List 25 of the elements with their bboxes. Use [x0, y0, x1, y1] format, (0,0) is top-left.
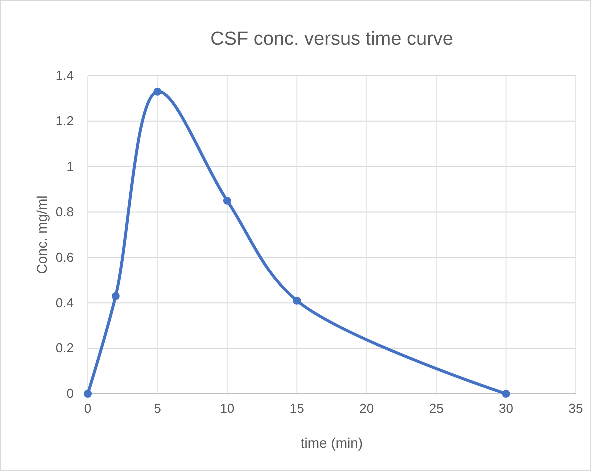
y-tick-label: 1 — [66, 159, 74, 174]
x-tick-label: 15 — [290, 401, 304, 416]
y-tick-label: 0.2 — [56, 340, 74, 356]
x-tick-label: 20 — [360, 401, 374, 416]
point — [293, 296, 302, 305]
x-tick-label: 0 — [84, 401, 92, 416]
x-axis-title: time (min) — [300, 435, 364, 451]
x-tick-label: 10 — [220, 401, 235, 416]
chart-title: CSF conc. versus time curve — [210, 29, 454, 50]
point — [154, 88, 162, 96]
x-tick-label: 5 — [154, 401, 162, 416]
y-tick-label: 0.4 — [56, 295, 74, 310]
x-tick-label: 25 — [429, 401, 444, 416]
point — [223, 196, 232, 205]
point — [112, 292, 120, 300]
x-tick-label: 30 — [499, 401, 514, 416]
x-tick-label: 35 — [568, 401, 584, 416]
y-tick-label: 0.6 — [56, 250, 74, 265]
y-tick-label: 1.4 — [56, 68, 74, 84]
y-tick-label: 0 — [66, 386, 74, 402]
y-axis-title: Conc. mg/ml — [34, 196, 50, 274]
point — [502, 390, 510, 398]
point — [84, 390, 92, 398]
y-tick-label: 1.2 — [56, 114, 74, 129]
y-tick-label: 0.8 — [56, 204, 74, 220]
